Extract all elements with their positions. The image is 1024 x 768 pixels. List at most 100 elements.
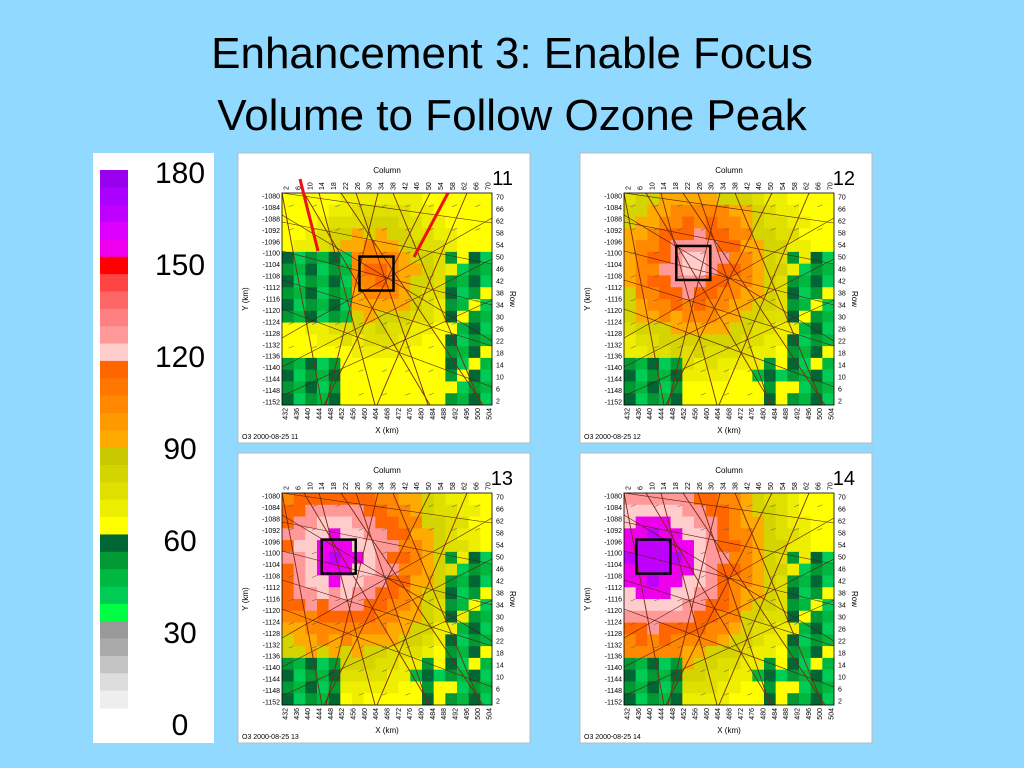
map-cell [410, 610, 423, 623]
map-cell [799, 657, 811, 670]
map-cell [468, 251, 481, 264]
map-cell [293, 504, 306, 517]
legend-swatch [100, 256, 128, 275]
map-cell [670, 657, 683, 670]
legend-swatch [100, 430, 128, 449]
map-cell [282, 369, 294, 382]
map-cell [717, 240, 730, 253]
wind-arrow [381, 345, 388, 349]
legend-swatch [100, 222, 128, 240]
map-cell [398, 287, 411, 300]
column-tick-label: 38 [732, 182, 739, 190]
map-cell [422, 610, 434, 623]
wind-arrow [451, 392, 458, 396]
map-cell [422, 693, 434, 706]
row-tick-label: 2 [838, 699, 842, 706]
map-cell [635, 622, 648, 635]
map-cell [433, 346, 446, 359]
y-tick-label: -1088 [262, 516, 280, 523]
map-cell [822, 599, 835, 612]
map-cell [822, 646, 835, 659]
wind-arrow [653, 575, 660, 578]
map-cell [317, 622, 329, 635]
map-cell [375, 551, 388, 564]
map-cell [752, 516, 765, 529]
wind-arrow [653, 528, 660, 531]
map-cell [398, 540, 411, 553]
wind-arrow [653, 504, 660, 508]
map-cell [398, 216, 411, 229]
map-cell [729, 657, 741, 670]
map-cell [480, 240, 493, 253]
wind-arrow [475, 598, 481, 602]
wind-arrow [770, 598, 776, 602]
x-tick-label: 472 [738, 408, 745, 420]
map-panel: -1080-1084-1088-1092-1096-1100-1104-1108… [579, 152, 873, 444]
column-tick-label: 58 [792, 482, 799, 490]
map-cell [352, 310, 364, 323]
map-cell [328, 369, 341, 382]
map-cell [352, 322, 364, 335]
map-cell [775, 669, 788, 682]
map-cell [328, 346, 341, 359]
map-cell [659, 275, 671, 288]
map-cell [787, 657, 800, 670]
map-cell [293, 622, 306, 635]
map-cell [670, 599, 683, 612]
map-cell [305, 669, 318, 682]
map-cell [682, 204, 695, 217]
row-tick-label: 30 [496, 315, 504, 322]
map-cell [729, 204, 741, 217]
map-cell [352, 563, 364, 576]
map-cell [352, 393, 364, 406]
map-cell [305, 575, 318, 588]
road [645, 192, 773, 406]
map-cell [410, 369, 423, 382]
wind-arrow [381, 251, 388, 255]
map-cell [422, 393, 434, 406]
map-cell [433, 357, 446, 370]
map-cell [468, 516, 481, 529]
wind-arrow [747, 228, 753, 231]
wind-arrow [747, 392, 753, 396]
map-cell [822, 346, 835, 359]
wind-arrow [381, 551, 388, 555]
map-cell [635, 575, 648, 588]
map-cell [433, 528, 446, 541]
map-cell [387, 381, 399, 394]
map-cell [752, 681, 765, 694]
map-cell [410, 216, 423, 229]
map-cell [799, 540, 811, 553]
map-cell [764, 599, 776, 612]
x-tick-label: 444 [317, 708, 324, 720]
map-cell [659, 693, 671, 706]
map-cell [717, 299, 730, 312]
x-tick-label: 432 [625, 408, 632, 420]
x-tick-label: 452 [339, 408, 346, 420]
wind-arrow [747, 369, 753, 372]
map-cell [340, 646, 353, 659]
map-cell [694, 299, 706, 312]
map-cell [317, 610, 329, 623]
wind-arrow [428, 251, 434, 255]
map-cell [822, 193, 835, 206]
map-cell [445, 204, 458, 217]
column-tick-label: 14 [319, 482, 326, 490]
map-cell [682, 393, 695, 406]
map-cell [624, 622, 636, 635]
wind-arrow [770, 251, 776, 255]
map-cell [717, 657, 730, 670]
road [392, 192, 482, 406]
map-cell [647, 504, 660, 517]
map-cell [764, 575, 776, 588]
map-cell [647, 216, 660, 229]
wind-arrow [358, 598, 364, 602]
panel-caption: O3 2000-08-25 11 [242, 434, 298, 441]
y-tick-label: -1100 [605, 251, 622, 258]
x-tick-label: 460 [362, 408, 369, 420]
row-tick-label: 46 [838, 567, 846, 574]
map-cell [340, 610, 353, 623]
map-cell [317, 646, 329, 659]
map-cell [740, 357, 753, 370]
map-cell [340, 622, 353, 635]
